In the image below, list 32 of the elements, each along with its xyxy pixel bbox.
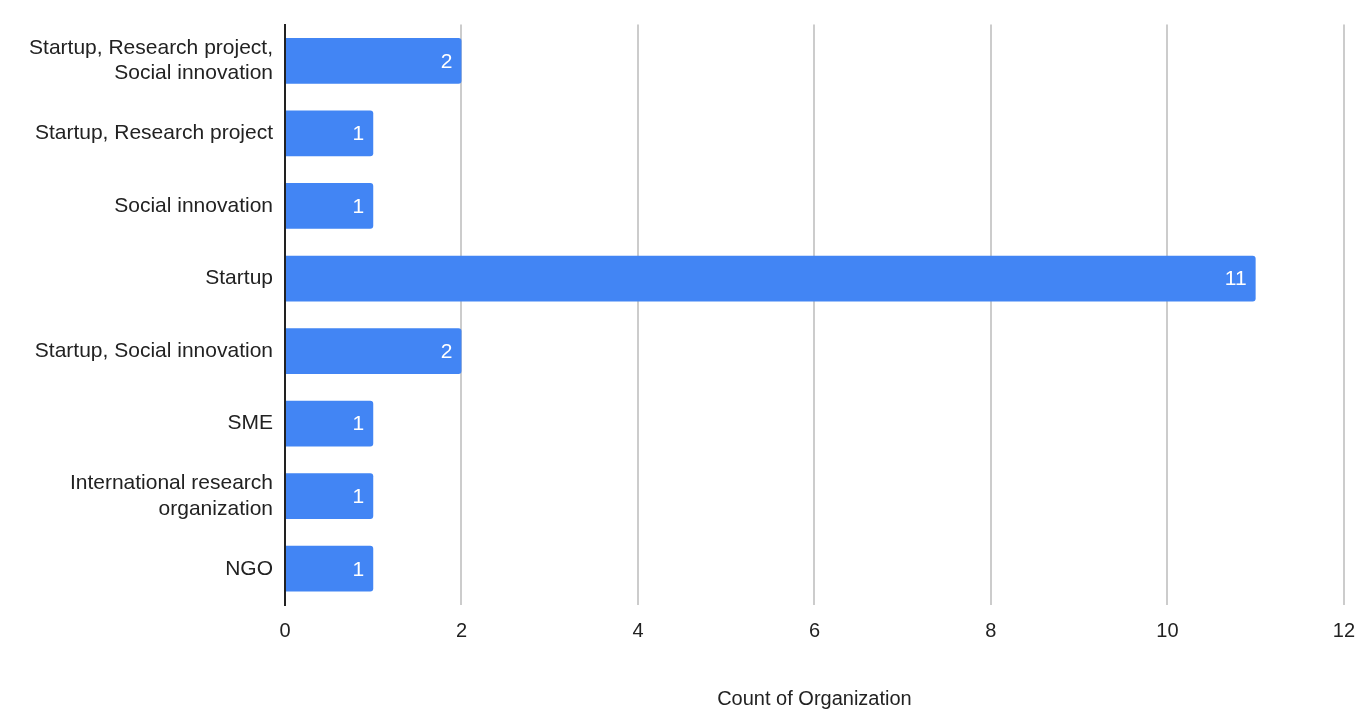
data-label: 1 bbox=[352, 556, 365, 580]
y-tick-label: Startup, Social innovation bbox=[34, 337, 273, 361]
x-tick-label: 8 bbox=[985, 618, 997, 641]
bar bbox=[286, 328, 462, 374]
y-tick-label: International research organization bbox=[69, 470, 273, 519]
data-label: 1 bbox=[352, 193, 365, 217]
data-label: 1 bbox=[352, 121, 365, 145]
bar bbox=[286, 473, 374, 520]
x-tick-label: 2 bbox=[455, 618, 468, 641]
data-label: 1 bbox=[352, 483, 365, 507]
x-tick-label: 12 bbox=[1332, 618, 1355, 641]
data-label: 11 bbox=[1224, 266, 1247, 290]
x-tick-label: 4 bbox=[632, 618, 644, 641]
y-tick-label: NGO bbox=[225, 555, 273, 579]
y-tick-label: Social innovation bbox=[114, 192, 273, 216]
bar bbox=[286, 38, 462, 84]
y-tick-label: Startup bbox=[205, 265, 273, 289]
bar bbox=[286, 255, 1256, 302]
data-label: 2 bbox=[440, 338, 453, 362]
bar bbox=[286, 183, 374, 229]
bar bbox=[286, 545, 374, 592]
x-axis-title: Count of Organization bbox=[717, 686, 912, 709]
y-tick-label: Startup, Research project bbox=[34, 120, 274, 144]
data-label: 1 bbox=[352, 411, 365, 435]
data-label: 2 bbox=[440, 48, 453, 72]
bar bbox=[286, 400, 374, 447]
y-tick-label: SME bbox=[227, 410, 273, 434]
bar bbox=[286, 110, 374, 157]
x-tick-label: 10 bbox=[1156, 618, 1179, 641]
y-tick-label: Startup, Research project, Social innovation bbox=[29, 35, 273, 84]
x-tick-label: 0 bbox=[279, 618, 291, 641]
x-tick-label: 6 bbox=[808, 618, 820, 641]
